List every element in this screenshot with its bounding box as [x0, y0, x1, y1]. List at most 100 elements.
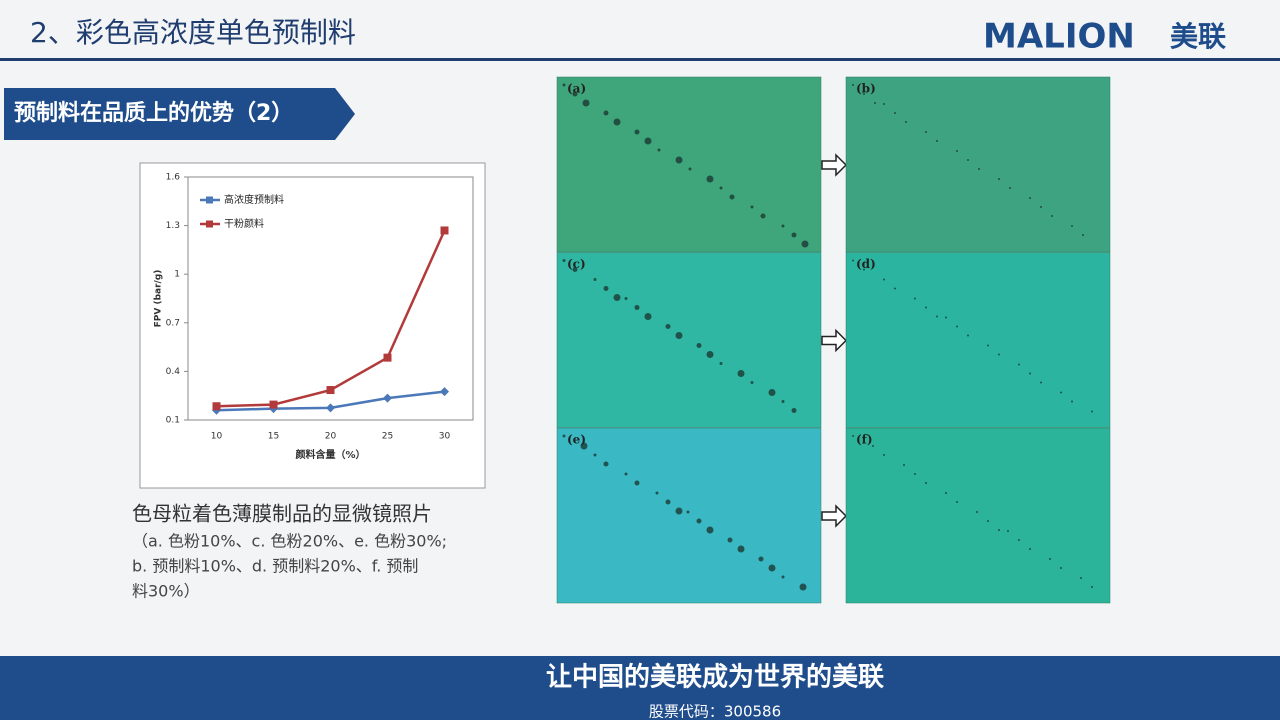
particle: [727, 537, 733, 543]
particle: [967, 334, 969, 337]
marker: [383, 393, 392, 403]
particle: [1007, 530, 1009, 532]
particle: [905, 121, 907, 123]
particle: [914, 473, 916, 475]
particle: [696, 343, 702, 348]
micrograph: [845, 252, 1111, 428]
x-tick-label: 30: [439, 432, 451, 442]
particle: [791, 408, 797, 413]
particle: [624, 472, 628, 476]
particle: [998, 353, 1000, 356]
particle: [903, 464, 905, 466]
panel-label: (d): [856, 257, 876, 271]
y-tick-label: 0.1: [166, 416, 180, 426]
legend-marker: [206, 220, 213, 228]
particle: [696, 518, 702, 524]
particle: [613, 294, 621, 301]
particle: [562, 259, 566, 262]
particle: [1071, 400, 1073, 403]
x-tick-label: 10: [211, 432, 223, 442]
y-tick-label: 0.4: [166, 367, 181, 377]
particle: [1071, 225, 1073, 227]
particle: [945, 316, 947, 319]
particle: [562, 83, 566, 87]
panel-label: (e): [567, 433, 586, 447]
particle: [644, 313, 652, 320]
particle: [688, 167, 692, 171]
section-banner: [4, 88, 355, 140]
particle: [781, 400, 785, 403]
particle: [852, 259, 854, 262]
particle: [872, 445, 874, 447]
particle: [1018, 363, 1020, 366]
y-tick-label: 1: [174, 270, 180, 280]
particle: [572, 267, 578, 272]
legend-marker: [206, 196, 213, 204]
section-label: 预制料在品质上的优势（2）: [14, 100, 293, 126]
marker: [440, 387, 449, 397]
particle: [1018, 539, 1020, 541]
particle: [665, 324, 671, 329]
particle: [768, 389, 776, 396]
particle: [791, 232, 797, 238]
particle: [750, 381, 754, 384]
x-tick-label: 20: [325, 432, 337, 442]
panel-label: (b): [856, 82, 876, 96]
panel-label: (f): [856, 433, 873, 447]
particle: [613, 118, 621, 126]
arrow: [821, 328, 848, 353]
particle: [925, 482, 927, 484]
particle: [1029, 197, 1031, 199]
particle: [634, 305, 640, 310]
particle: [799, 583, 807, 591]
particle: [593, 453, 597, 457]
particle: [1051, 215, 1053, 217]
particle: [925, 131, 927, 133]
legend-label: 干粉颜料: [224, 217, 264, 230]
particle: [998, 529, 1000, 531]
particle: [1091, 410, 1093, 413]
particle: [883, 103, 885, 105]
legend-label: 高浓度预制料: [224, 193, 284, 206]
particle: [1009, 187, 1011, 189]
particle: [863, 268, 865, 271]
particle: [1029, 548, 1031, 550]
logo-cn: 美联: [1170, 20, 1226, 53]
particle: [737, 370, 745, 377]
caption-line: （a. 色粉10%、c. 色粉20%、e. 色粉30%;: [132, 532, 447, 551]
particle: [750, 205, 754, 209]
particle: [956, 325, 958, 328]
particle: [634, 129, 640, 135]
slide-title: 2、彩色高浓度单色预制料: [30, 16, 356, 49]
caption-line: 料30%）: [132, 582, 200, 601]
chart-frame: [139, 162, 486, 489]
chart: 0.1 0.4 0.7 1 1.3 1.6 10 15 20 25 30 颜料含量（%） FPV (ba…: [154, 173, 474, 461]
particle: [945, 492, 947, 494]
caption-title: 色母粒着色薄膜制品的显微镜照片: [132, 502, 432, 526]
particle: [976, 511, 978, 513]
particle: [675, 332, 683, 339]
particle: [624, 297, 628, 300]
marker: [326, 386, 335, 395]
micrograph: [556, 427, 822, 604]
y-tick-label: 1.6: [166, 173, 181, 183]
micrograph: [556, 76, 822, 253]
particle: [593, 278, 597, 281]
particle: [719, 362, 723, 365]
particle: [894, 112, 896, 114]
particle: [582, 99, 590, 107]
particle: [967, 159, 969, 161]
x-tick-label: 25: [382, 432, 393, 442]
particle: [987, 344, 989, 347]
particle: [781, 224, 785, 228]
particle: [936, 315, 938, 318]
particle: [675, 507, 683, 515]
micrograph: [845, 427, 1111, 604]
panel-label: (c): [567, 257, 586, 271]
micrograph: [845, 76, 1111, 253]
particle: [863, 93, 865, 95]
particle: [956, 150, 958, 152]
particle: [936, 140, 938, 142]
